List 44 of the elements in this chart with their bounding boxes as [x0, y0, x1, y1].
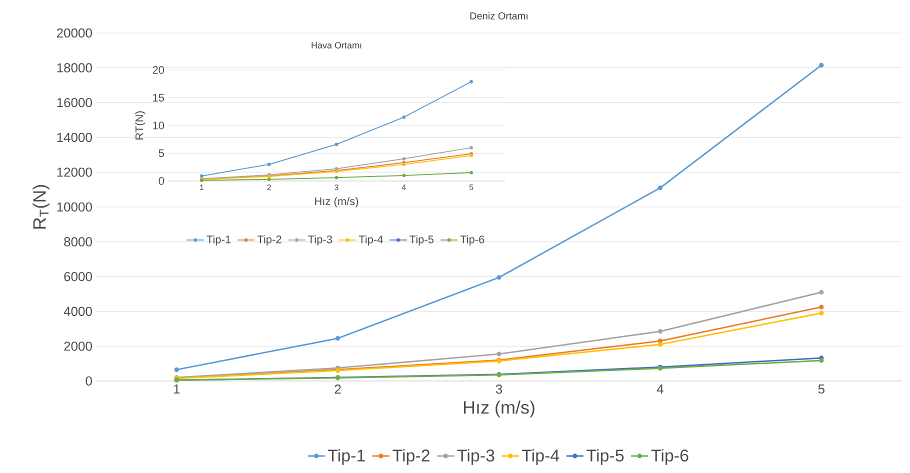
x-axis-title: Hız (m/s) — [315, 197, 358, 208]
x-axis-title: Hız (m/s) — [464, 400, 534, 418]
legend-label: Tip-1 — [206, 235, 231, 246]
x-tick-label: 2 — [267, 184, 271, 190]
y-tick-label: 20 — [152, 66, 164, 74]
legend-label: Tip-2 — [392, 449, 430, 465]
y-tick-label: 10000 — [57, 202, 92, 212]
legend-label: Tip-1 — [328, 449, 365, 465]
legend-label: Tip-3 — [308, 235, 332, 246]
legend-label: Tip-3 — [457, 449, 494, 465]
chart-title: Deniz Ortamı — [470, 12, 528, 20]
y-tick-label: 10 — [153, 122, 164, 130]
chart-title: Hava Ortamı — [312, 42, 362, 48]
y-tick-label: 20000 — [56, 28, 92, 38]
y-tick-label: 14000 — [57, 132, 92, 142]
legend-label: Tip-5 — [586, 449, 624, 465]
y-tick-label: 18000 — [57, 63, 92, 72]
y-tick-label: 0 — [86, 376, 92, 386]
x-tick-label: 1 — [174, 384, 180, 394]
y-tick-label: 8000 — [64, 237, 92, 246]
legend-label: Tip-4 — [358, 235, 383, 246]
x-tick-label: 5 — [818, 384, 824, 394]
legend-label: Tip-2 — [257, 235, 282, 246]
y-tick-label: 6000 — [64, 272, 92, 282]
y-axis-title: R$_{T}$(N) — [32, 185, 50, 229]
y-tick-label: 4000 — [64, 306, 92, 316]
x-tick-label: 4 — [656, 384, 664, 394]
legend-label: Tip-5 — [410, 235, 434, 246]
y-tick-label: 16000 — [57, 98, 92, 108]
x-tick-label: 4 — [402, 184, 406, 190]
y-tick-label: 12000 — [57, 168, 92, 177]
legend-label: Tip-4 — [522, 449, 560, 465]
y-axis-title: RT(N) — [135, 111, 146, 140]
y-tick-label: 5 — [158, 149, 164, 158]
y-tick-label: 15 — [153, 94, 164, 102]
y-tick-label: 0 — [158, 177, 164, 185]
x-tick-label: 2 — [334, 384, 341, 394]
legend-label: Tip-6 — [651, 449, 688, 465]
x-tick-label: 5 — [469, 184, 474, 190]
x-tick-label: 1 — [200, 184, 204, 190]
x-tick-label: 3 — [496, 384, 502, 394]
y-tick-label: 2000 — [64, 342, 92, 351]
x-tick-label: 3 — [334, 184, 338, 190]
legend-label: Tip-6 — [460, 235, 484, 246]
